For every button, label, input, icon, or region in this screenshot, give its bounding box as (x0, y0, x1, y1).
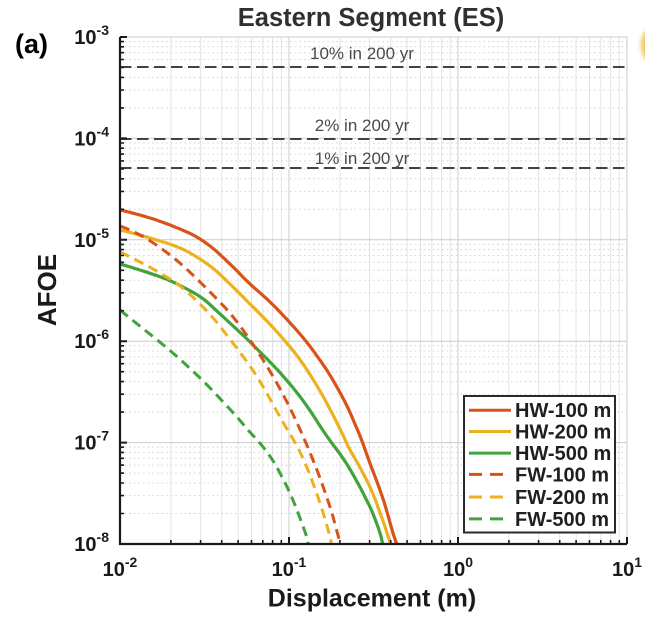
svg-text:AFOE: AFOE (32, 254, 62, 326)
svg-text:(a): (a) (15, 29, 48, 59)
svg-text:10% in 200 yr: 10% in 200 yr (310, 44, 414, 63)
svg-text:10-5: 10-5 (74, 225, 109, 252)
svg-text:HW-200 m: HW-200 m (515, 422, 611, 444)
svg-text:HW-100 m: HW-100 m (515, 400, 611, 422)
svg-text:1% in 200 yr: 1% in 200 yr (315, 149, 410, 168)
svg-text:10-4: 10-4 (74, 123, 109, 150)
svg-text:Eastern Segment (ES): Eastern Segment (ES) (238, 4, 504, 32)
svg-text:HW-500 m: HW-500 m (515, 443, 611, 465)
svg-text:10-8: 10-8 (74, 529, 109, 556)
svg-text:10-1: 10-1 (272, 554, 307, 581)
svg-text:FW-500 m: FW-500 m (515, 509, 609, 531)
svg-text:Displacement (m): Displacement (m) (268, 585, 476, 613)
svg-text:FW-100 m: FW-100 m (515, 464, 609, 486)
svg-text:2% in 200 yr: 2% in 200 yr (315, 116, 410, 135)
svg-text:FW-200 m: FW-200 m (515, 487, 609, 509)
